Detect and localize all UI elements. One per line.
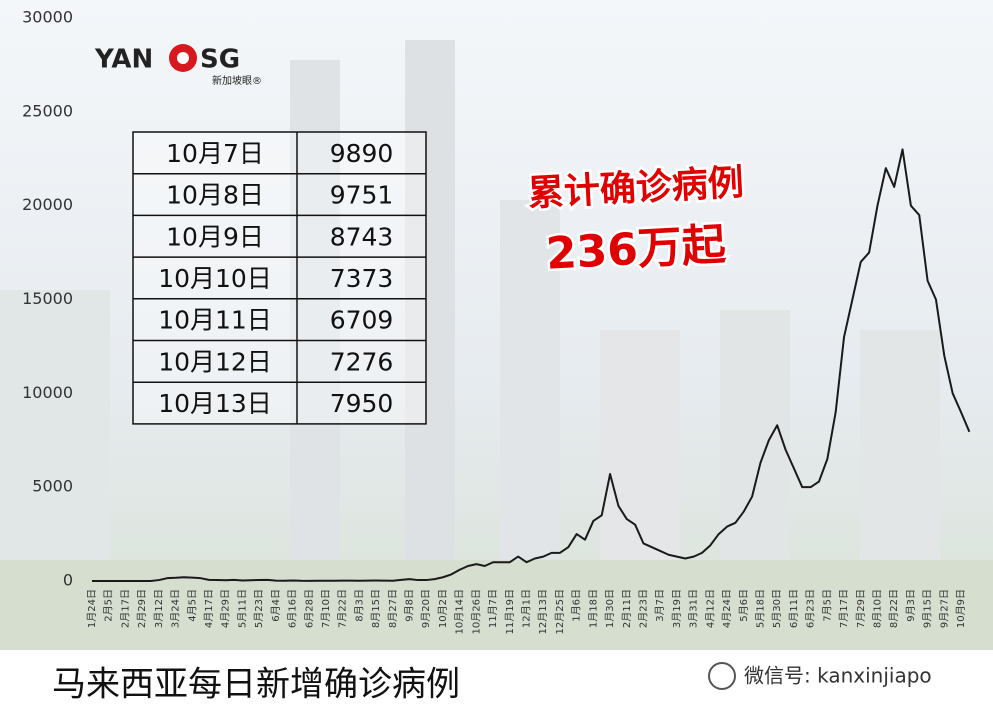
table-cell: 10月9日 <box>166 222 264 251</box>
table: 10月7日 9890 10月8日 9751 10月9日 8743 10月10日 7373 10月… <box>132 131 427 425</box>
x-tick-label: 6月23日 <box>805 589 817 628</box>
logo-text: SG <box>200 45 240 75</box>
x-tick-label: 1月30日 <box>604 589 616 628</box>
y-tick-label: 0 <box>63 571 73 590</box>
x-tick-label: 6月4日 <box>270 589 282 622</box>
x-tick-label: 6月28日 <box>303 589 315 628</box>
annotation-text: 236万起 <box>545 219 728 279</box>
table-cell: 9751 <box>330 181 394 210</box>
x-tick-label: 8月10日 <box>871 589 883 628</box>
x-tick-label: 10月26日 <box>470 589 482 634</box>
x-tick-label: 10月2日 <box>437 589 449 628</box>
x-tick-label: 5月18日 <box>754 589 766 628</box>
x-tick-label: 6月16日 <box>287 589 299 628</box>
x-tick-label: 5月6日 <box>738 589 750 622</box>
y-tick-label: 10000 <box>22 383 73 402</box>
x-tick-label: 10月14日 <box>454 589 466 634</box>
table-cell: 10月13日 <box>158 389 272 418</box>
x-tick-label: 3月31日 <box>688 589 700 628</box>
x-tick-label: 7月29日 <box>855 589 867 628</box>
y-tick-label: 30000 <box>22 8 73 27</box>
x-tick-label: 8月22日 <box>888 589 900 628</box>
table-cell: 7373 <box>330 264 394 293</box>
table-cell: 10月12日 <box>158 347 272 376</box>
x-tick-label: 3月24日 <box>170 589 182 628</box>
logo-text: YAN <box>94 45 153 75</box>
x-tick-label: 11月19日 <box>504 589 516 634</box>
x-tick-label: 4月17日 <box>203 589 215 628</box>
x-tick-label: 2月5日 <box>103 589 115 622</box>
annotation: 累计确诊病例 236万起 <box>524 160 747 282</box>
x-tick-label: 4月12日 <box>704 589 716 628</box>
x-tick-label: 5月11日 <box>236 589 248 628</box>
table-cell: 7276 <box>330 347 394 376</box>
x-tick-label: 3月7日 <box>654 589 666 622</box>
x-tick-label: 2月23日 <box>637 589 649 628</box>
y-tick-label: 5000 <box>32 477 73 496</box>
x-tick-label: 1月24日 <box>86 589 98 628</box>
x-tick-label: 11月7日 <box>487 589 499 628</box>
x-tick-label: 7月5日 <box>821 589 833 622</box>
x-tick-label: 7月17日 <box>838 589 850 628</box>
x-tick-label: 3月19日 <box>671 589 683 628</box>
x-tick-label: 2月11日 <box>621 589 633 628</box>
x-tick-label: 4月5日 <box>186 589 198 622</box>
table-cell: 10月11日 <box>158 306 272 335</box>
table-cell: 7950 <box>330 389 394 418</box>
caption: 马来西亚每日新增确诊病例 <box>52 665 460 705</box>
x-tick-label: 9月27日 <box>938 589 950 628</box>
x-tick-label: 2月17日 <box>119 589 131 628</box>
x-tick-label: 8月27日 <box>387 589 399 628</box>
x-tick-label: 8月3日 <box>353 589 365 622</box>
table-cell: 10月7日 <box>166 139 264 168</box>
x-tick-label: 5月23日 <box>253 589 265 628</box>
y-tick-label: 15000 <box>22 289 73 308</box>
y-tick-label: 25000 <box>22 101 73 120</box>
logo-subtitle: 新加坡眼® <box>212 74 262 87</box>
x-tick-label: 4月24日 <box>721 589 733 628</box>
table-cell: 8743 <box>330 222 394 251</box>
x-tick-label: 12月1日 <box>521 589 533 628</box>
logo-icon <box>177 52 189 64</box>
x-tick-label: 7月22日 <box>337 589 349 628</box>
x-tick-label: 12月13日 <box>537 589 549 634</box>
watermark: 微信号: kanxinjiapo <box>708 662 932 690</box>
x-tick-label: 7月10日 <box>320 589 332 628</box>
x-tick-label: 3月12日 <box>153 589 165 628</box>
logo: YAN SG 新加坡眼® <box>94 44 262 87</box>
x-tick-label: 9月15日 <box>922 589 934 628</box>
table-frame <box>132 131 427 425</box>
table-cell: 10月8日 <box>166 181 264 210</box>
x-tick-label: 5月30日 <box>771 589 783 628</box>
x-tick-label: 6月11日 <box>788 589 800 628</box>
x-tick-label: 9月8日 <box>404 589 416 622</box>
x-tick-label: 1月18日 <box>587 589 599 628</box>
table-cell: 9890 <box>330 139 394 168</box>
data-line <box>92 148 971 582</box>
watermark-icon <box>708 662 736 690</box>
x-tick-label: 8月15日 <box>370 589 382 628</box>
y-tick-label: 20000 <box>22 195 73 214</box>
table-cell: 6709 <box>330 306 394 335</box>
table-cell: 10月10日 <box>158 264 272 293</box>
x-tick-label: 1月6日 <box>571 589 583 622</box>
x-tick-label: 4月29日 <box>220 589 232 628</box>
watermark-text: 微信号: kanxinjiapo <box>744 664 932 688</box>
x-tick-label: 12月25日 <box>554 589 566 634</box>
x-tick-label: 9月3日 <box>905 589 917 622</box>
x-tick-label: 10月9日 <box>955 589 967 628</box>
x-tick-label: 2月29日 <box>136 589 148 628</box>
x-tick-label: 9月20日 <box>420 589 432 628</box>
